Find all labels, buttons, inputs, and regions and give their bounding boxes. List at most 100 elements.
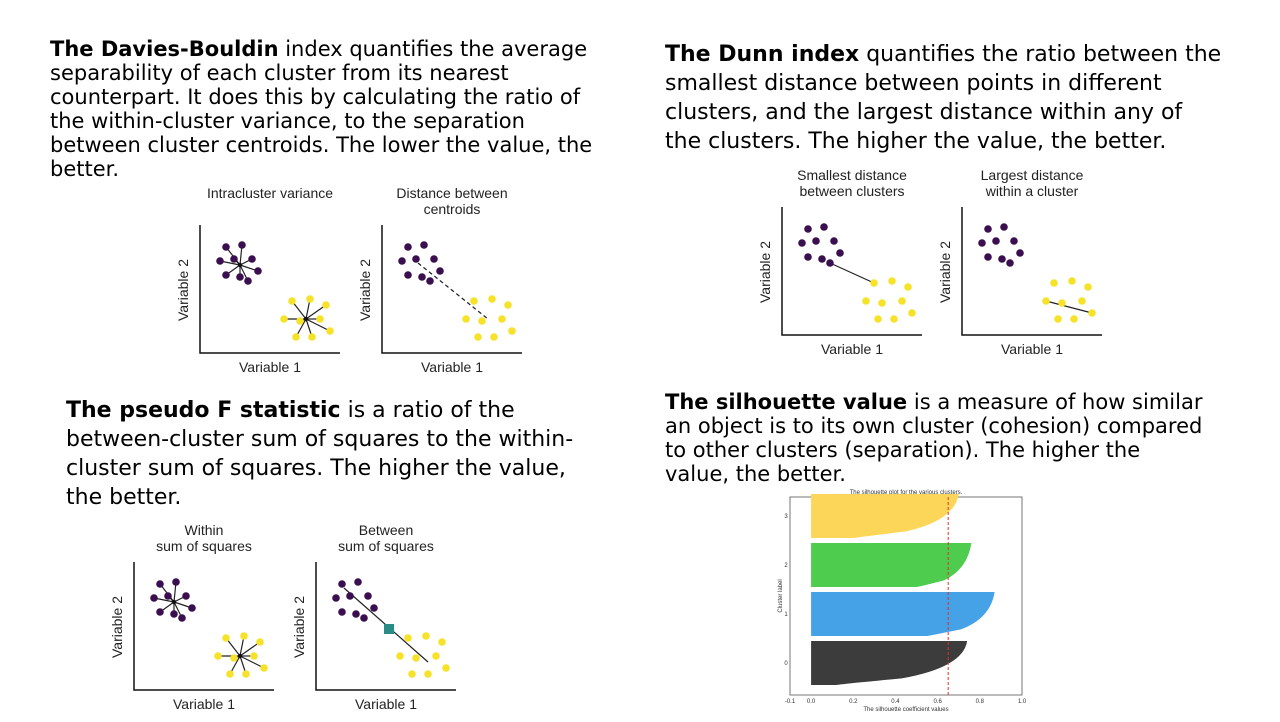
davies-right-yellow-point bbox=[498, 315, 506, 323]
silhouette-xtick: 1.0 bbox=[1018, 699, 1027, 705]
pseudof-left-yellow-point bbox=[250, 652, 258, 660]
pseudof-left-purple-point bbox=[156, 580, 164, 588]
davies-left-axes bbox=[199, 225, 340, 354]
dunn-left-title: Smallest distance bbox=[797, 167, 907, 183]
silhouette-xtick: -0.1 bbox=[785, 699, 796, 705]
dunn-left-yellow-point bbox=[890, 315, 898, 323]
pseudof-left-purple-point bbox=[156, 608, 164, 616]
dunn-right-purple-point bbox=[998, 255, 1006, 263]
davies-right-purple-point bbox=[426, 277, 434, 285]
pseudof-left-yellow-point bbox=[256, 638, 264, 646]
pseudof-right-yellow-point bbox=[422, 632, 430, 640]
davies-right-yellow-point bbox=[474, 333, 482, 341]
dunn-left-purple-point bbox=[804, 225, 812, 233]
pseudof-left-yellow-point bbox=[240, 632, 248, 640]
davies-right-yellow-point bbox=[478, 317, 486, 325]
pseudof-right-yellow-point bbox=[442, 664, 450, 672]
pseudof-right-xlabel: Variable 1 bbox=[355, 696, 417, 712]
dunn-left-purple-point bbox=[818, 255, 826, 263]
dunn-figure: Smallest distance between clusters Variabl… bbox=[757, 162, 1102, 362]
dunn-right-purple-point bbox=[984, 253, 992, 261]
davies-right-purple-point bbox=[420, 241, 428, 249]
dunn-left-ylabel: Variable 2 bbox=[757, 241, 773, 303]
pseudof-right-purple-point bbox=[360, 614, 368, 622]
pseudof-left-centroid bbox=[171, 599, 177, 605]
pseudof-left-purple-point bbox=[164, 592, 172, 600]
silhouette-ylabel: Cluster label bbox=[778, 579, 784, 612]
davies-left-yellow-point bbox=[288, 297, 296, 305]
silhouette-band-cluster-1 bbox=[811, 592, 995, 636]
davies-right-purple-point bbox=[430, 255, 438, 263]
davies-left-purple-point bbox=[238, 241, 246, 249]
davies-left-purple-point bbox=[222, 271, 230, 279]
dunn-left-nearest-line bbox=[829, 262, 875, 284]
davies-right-yellow-point bbox=[508, 327, 516, 335]
dunn-right-purple-point bbox=[1016, 249, 1024, 257]
pseudof-left-yellow-point bbox=[226, 670, 234, 678]
dunn-left-purple-point bbox=[804, 253, 812, 261]
dunn-right-purple-point bbox=[978, 239, 986, 247]
pseudof-left-title: Within bbox=[185, 522, 224, 538]
pseudof-right-yellow-point bbox=[404, 634, 412, 642]
pseudo-f-diagram: Within sum of squares Variable 1 Variable 2… bbox=[109, 522, 456, 712]
dunn-left-yellow-point bbox=[870, 279, 878, 287]
davies-right-xlabel: Variable 1 bbox=[421, 359, 483, 375]
davies-bouldin-figure: Intracluster variance Variable 1 Variable … bbox=[175, 180, 523, 380]
davies-right-purple-point bbox=[404, 271, 412, 279]
davies-right-purple-point bbox=[404, 243, 412, 251]
dunn-right-axes bbox=[961, 207, 1102, 336]
dunn-right-yellow-point bbox=[1054, 315, 1062, 323]
silhouette-ytick: 1 bbox=[784, 612, 788, 618]
dunn-right-purple-point bbox=[1010, 237, 1018, 245]
davies-left-ylabel: Variable 2 bbox=[175, 259, 191, 321]
davies-left-spoke bbox=[305, 304, 327, 320]
silhouette-ytick: 0 bbox=[784, 661, 788, 667]
davies-right-yellow-point bbox=[470, 297, 478, 305]
davies-left-purple-point bbox=[254, 267, 262, 275]
silhouette-ytick: 3 bbox=[784, 514, 788, 520]
dunn-right-title: Largest distance bbox=[981, 167, 1084, 183]
pseudof-right-purple-point bbox=[354, 578, 362, 586]
pseudof-left-yellow-point bbox=[260, 664, 268, 672]
davies-right-purple-point bbox=[398, 257, 406, 265]
dunn-term: The Dunn index bbox=[665, 42, 860, 67]
pseudof-right-title: sum of squares bbox=[338, 538, 434, 554]
dunn-right-largest-line bbox=[1045, 300, 1093, 314]
dunn-text: quantifies the ratio between the smalles… bbox=[665, 42, 1222, 154]
pseudof-right-purple-point bbox=[338, 608, 346, 616]
davies-left-yellow-point bbox=[306, 295, 314, 303]
pseudof-left-spoke bbox=[239, 655, 265, 669]
pseudof-right-yellow-point bbox=[432, 652, 440, 660]
davies-left-purple-point bbox=[236, 273, 244, 281]
dunn-left-yellow-point bbox=[874, 315, 882, 323]
pseudof-right-ylabel: Variable 2 bbox=[291, 596, 307, 658]
silhouette-title: The silhouette plot for the various clus… bbox=[850, 490, 963, 496]
dunn-right-yellow-point bbox=[1084, 283, 1092, 291]
davies-left-yellow-point bbox=[308, 333, 316, 341]
davies-right-yellow-point bbox=[490, 333, 498, 341]
davies-left-yellow-point bbox=[322, 301, 330, 309]
davies-right-title: Distance between bbox=[396, 185, 507, 201]
pseudof-left-purple-point bbox=[188, 604, 196, 612]
silhouette-chart: The silhouette plot for the various clus… bbox=[778, 487, 1040, 713]
pseudof-right-global-centroid bbox=[384, 624, 394, 634]
pseudof-left-purple-point bbox=[172, 578, 180, 586]
dunn-left-purple-point bbox=[836, 249, 844, 257]
silhouette-xtick: 0.6 bbox=[933, 699, 942, 705]
pseudof-left-spoke bbox=[239, 641, 261, 657]
dunn-right-purple-point bbox=[1000, 223, 1008, 231]
dunn-right-ylabel: Variable 2 bbox=[937, 241, 953, 303]
pseudof-right-purple-point bbox=[352, 610, 360, 618]
dunn-right-yellow-point bbox=[1050, 279, 1058, 287]
pseudof-right-title: Between bbox=[359, 522, 413, 538]
dunn-right-yellow-point bbox=[1088, 309, 1096, 317]
davies-right-purple-point bbox=[436, 267, 444, 275]
pseudof-left-centroid bbox=[237, 653, 243, 659]
davies-bouldin-term: The Davies-Bouldin bbox=[50, 37, 279, 61]
dunn-left-yellow-point bbox=[908, 309, 916, 317]
dunn-left-yellow-point bbox=[904, 283, 912, 291]
pseudof-right-yellow-point bbox=[438, 638, 446, 646]
davies-right-yellow-point bbox=[504, 301, 512, 309]
davies-left-centroid bbox=[237, 262, 243, 268]
davies-left-yellow-point bbox=[296, 317, 304, 325]
